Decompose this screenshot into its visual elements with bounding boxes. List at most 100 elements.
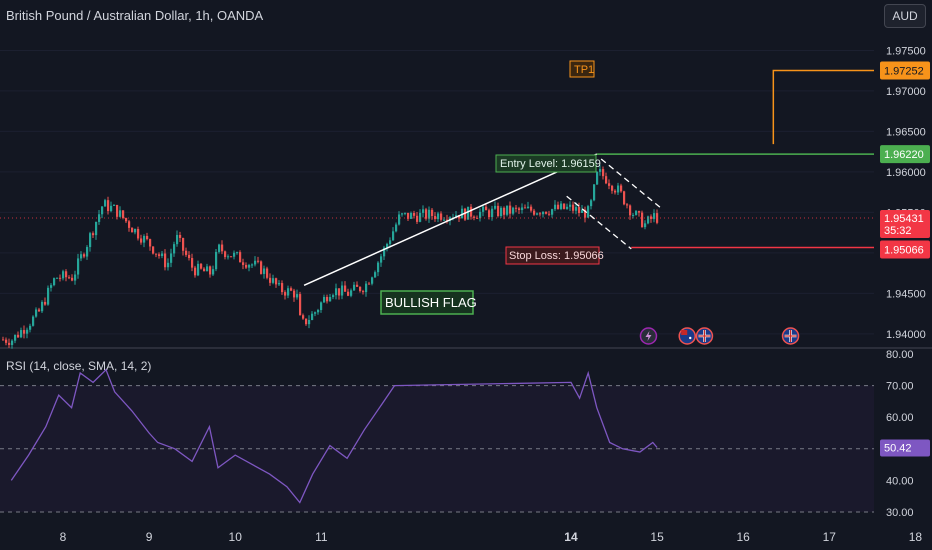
candle-body xyxy=(233,252,236,257)
candle-body xyxy=(557,204,560,209)
candle-body xyxy=(329,297,332,302)
candle-body xyxy=(260,261,263,274)
candle-body xyxy=(221,244,224,252)
candle-body xyxy=(83,254,86,257)
candle-body xyxy=(113,204,116,206)
candle-body xyxy=(443,219,446,221)
candle-body xyxy=(236,252,239,254)
candle-body xyxy=(149,239,152,247)
candle-body xyxy=(239,252,242,263)
candle-body xyxy=(251,264,254,266)
candle-body xyxy=(197,263,200,276)
candle-body xyxy=(503,207,506,215)
candle-body xyxy=(575,206,578,211)
stop-price-tag-text: 1.95066 xyxy=(884,245,924,257)
candle-body xyxy=(65,271,68,278)
date-tick-label: 9 xyxy=(146,530,153,544)
candle-body xyxy=(554,204,557,210)
candle-body xyxy=(470,206,473,217)
australia-flag-icon[interactable] xyxy=(678,327,696,345)
price-tick-label: 1.96000 xyxy=(886,167,926,179)
rsi-tick-label: 70.00 xyxy=(886,381,914,393)
candle-body xyxy=(311,313,314,321)
candle-body xyxy=(383,247,386,257)
bullish-flag-label: BULLISH FLAG xyxy=(380,290,477,315)
candle-body xyxy=(116,204,119,217)
flag-pole-line xyxy=(303,153,598,286)
candle-body xyxy=(419,212,422,222)
entry-price-tag-text: 1.96220 xyxy=(884,149,924,161)
candle-body xyxy=(380,256,383,263)
candle-body xyxy=(413,212,416,216)
candle-body xyxy=(17,334,20,338)
candle-body xyxy=(500,207,503,217)
candle-body xyxy=(620,185,623,192)
candle-body xyxy=(581,209,584,213)
date-tick-label: 15 xyxy=(650,530,664,544)
candle-body xyxy=(299,294,302,316)
candle-body xyxy=(494,205,497,209)
candle-body xyxy=(560,203,563,209)
entry-price-tag-bg xyxy=(880,145,930,164)
uk-flag-icon[interactable] xyxy=(781,327,800,345)
chart-title: British Pound / Australian Dollar, 1h, O… xyxy=(6,8,264,23)
candle-body xyxy=(398,214,401,225)
candle-body xyxy=(653,213,656,219)
candle-body xyxy=(527,206,530,209)
date-tick-label: 14 xyxy=(564,530,578,544)
candle-body xyxy=(614,190,617,193)
candle-body xyxy=(107,200,110,212)
rsi-value-bg xyxy=(880,439,930,457)
candle-body xyxy=(551,209,554,215)
candle-body xyxy=(89,233,92,248)
entry-label-text: Entry Level: 1.96159 xyxy=(500,158,601,170)
candle-body xyxy=(599,169,602,172)
candle-body xyxy=(584,209,587,218)
date-tick-label: 11 xyxy=(315,530,328,544)
currency-button[interactable]: AUD xyxy=(884,4,926,28)
candle-body xyxy=(386,243,389,248)
candle-body xyxy=(509,205,512,214)
candle-body xyxy=(164,253,167,268)
candle-body xyxy=(269,277,272,283)
candle-body xyxy=(338,288,341,296)
candle-body xyxy=(365,283,368,293)
candle-body xyxy=(278,283,281,285)
entry-price-tag: 1.96220 xyxy=(880,145,930,164)
candle-body xyxy=(209,266,212,275)
candle-body xyxy=(200,263,203,269)
uk-flag-icon[interactable] xyxy=(695,327,714,345)
candle-body xyxy=(173,244,176,254)
candle-body xyxy=(314,312,317,314)
candle-body xyxy=(389,240,392,244)
price-tick-label: 1.97500 xyxy=(886,45,926,57)
candle-body xyxy=(212,269,215,275)
candle-body xyxy=(488,210,491,218)
candle-body xyxy=(59,277,62,279)
candle-body xyxy=(404,212,407,214)
candle-body xyxy=(119,210,122,217)
candle-body xyxy=(356,284,359,287)
stop-loss-label: Stop Loss: 1.95066 xyxy=(505,246,604,265)
candle-body xyxy=(275,278,278,285)
candle-body xyxy=(533,210,536,215)
candle-body xyxy=(422,209,425,213)
candle-body xyxy=(248,264,251,268)
candle-body xyxy=(44,301,47,305)
candle-body xyxy=(182,237,185,251)
lightning-icon[interactable] xyxy=(639,327,658,345)
candle-body xyxy=(593,184,596,201)
candle-body xyxy=(56,277,59,279)
candle-body xyxy=(650,216,653,219)
candle-body xyxy=(215,251,218,270)
candle-body xyxy=(143,235,146,243)
candle-body xyxy=(101,206,104,215)
candle-body xyxy=(326,296,329,302)
candle-body xyxy=(179,234,182,238)
annotation-labels: TP1 Entry Level: 1.96159 Stop Loss: 1.9506… xyxy=(380,60,604,315)
candle-body xyxy=(2,339,5,341)
candle-body xyxy=(485,206,488,211)
price-axis: 1.975001.970001.965001.960001.955001.950… xyxy=(880,45,930,519)
candle-body xyxy=(476,217,479,219)
